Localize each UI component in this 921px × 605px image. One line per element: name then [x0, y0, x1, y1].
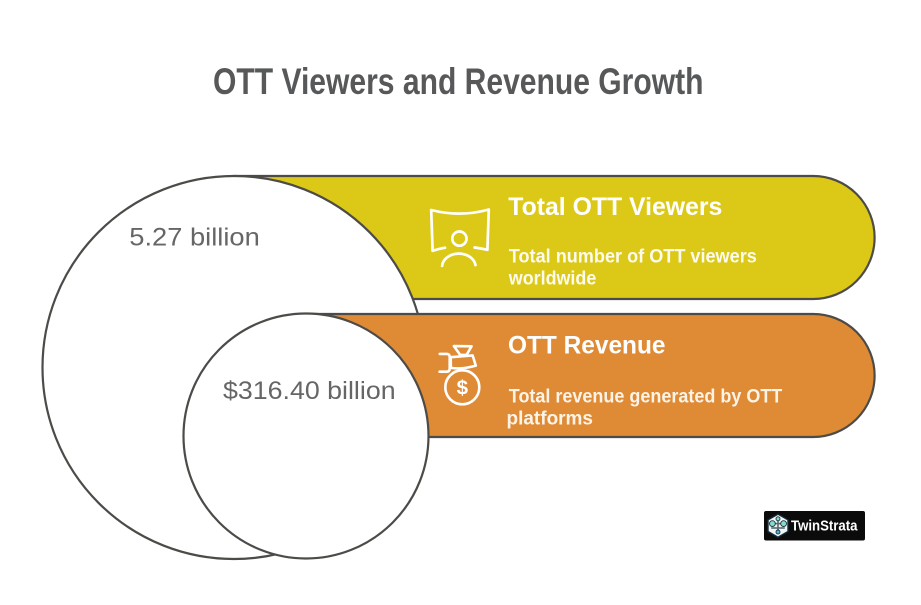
- svg-text:platforms: platforms: [507, 409, 594, 430]
- svg-text:$316.40 billion: $316.40 billion: [223, 377, 396, 405]
- svg-text:Total revenue generated by OTT: Total revenue generated by OTT: [509, 386, 783, 407]
- svg-text:OTT Viewers and Revenue Growth: OTT Viewers and Revenue Growth: [213, 61, 704, 102]
- svg-text:worldwide: worldwide: [508, 269, 596, 290]
- svg-text:5.27 billion: 5.27 billion: [129, 224, 259, 252]
- svg-text:TwinStrata: TwinStrata: [791, 519, 858, 535]
- svg-text:$: $: [457, 377, 469, 400]
- svg-text:OTT Revenue: OTT Revenue: [508, 332, 666, 360]
- svg-text:Total number of OTT viewers: Total number of OTT viewers: [509, 247, 757, 268]
- svg-text:Total OTT Viewers: Total OTT Viewers: [508, 193, 722, 221]
